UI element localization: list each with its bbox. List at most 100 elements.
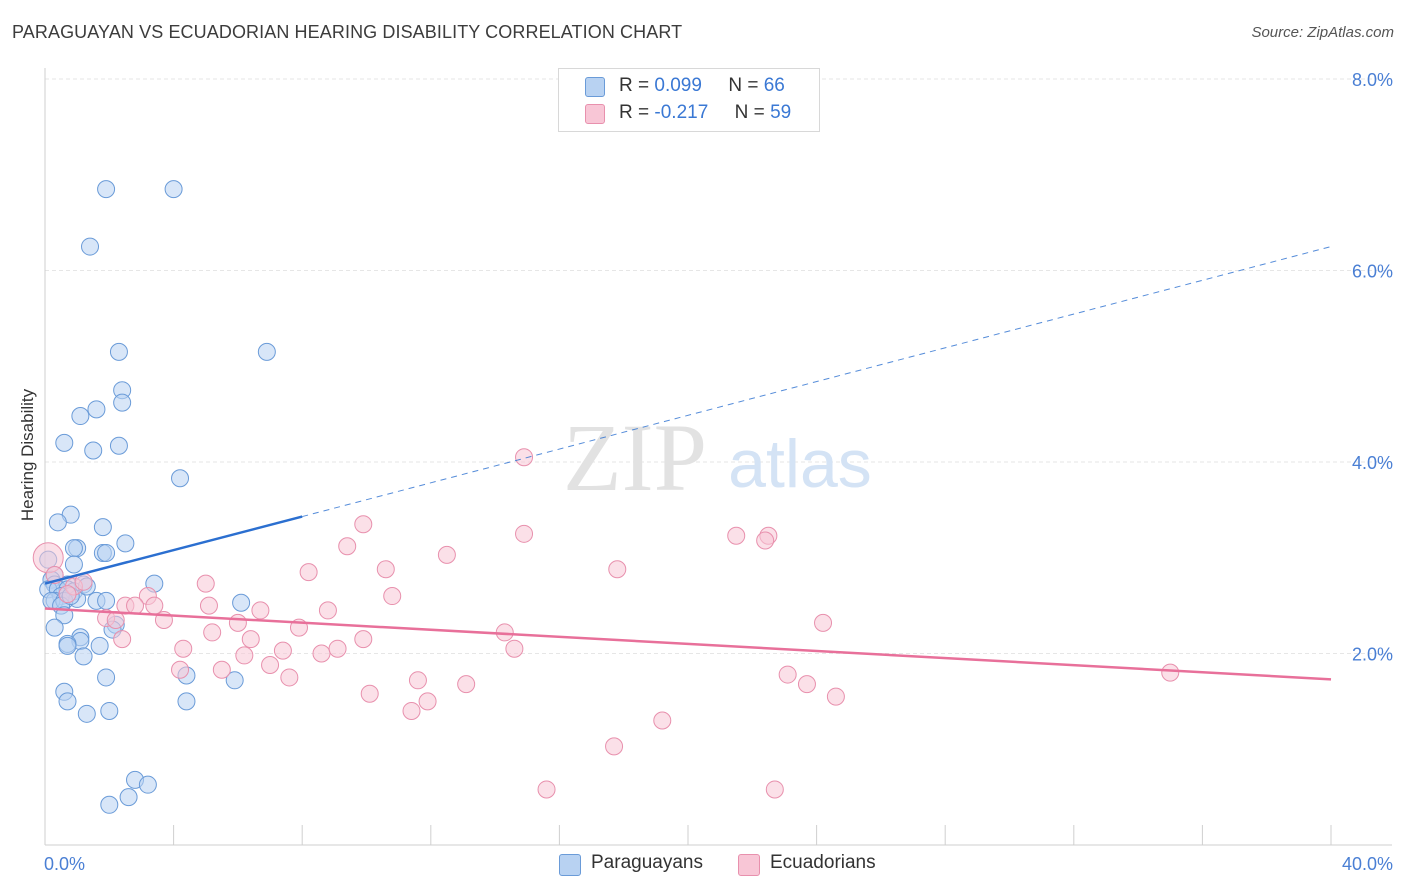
ecuadorians-point [653, 711, 672, 730]
ecuadorians-point [328, 639, 347, 658]
ecuadorians-point [171, 660, 190, 679]
paraguayans-point [113, 393, 132, 412]
paraguayans-point [97, 591, 116, 610]
paraguayans-point [164, 180, 183, 199]
paraguayans-point [77, 704, 96, 723]
paraguayans-point [71, 407, 90, 426]
ecuadorians-point [299, 563, 318, 582]
correlation-legend: R = 0.099 N = 66 R = -0.217 N = 59 [558, 68, 820, 132]
paraguayans-point [97, 668, 116, 687]
ecuadorians-point [273, 641, 292, 660]
r-label: R = [619, 102, 650, 123]
ecuadorians-point [505, 639, 524, 658]
ecuadorians-point [826, 687, 845, 706]
y-tick-labels: 2.0% 4.0% 6.0% 8.0% [1352, 70, 1393, 665]
ecuadorians-point [241, 630, 260, 649]
y-tick-label: 6.0% [1352, 262, 1393, 282]
n-label: N = [734, 102, 765, 123]
ecuadorians-point [312, 644, 331, 663]
paraguayans-point [93, 518, 112, 537]
paraguayans-point [116, 534, 135, 553]
paraguayans-points [39, 180, 276, 814]
ecuadorians-swatch [738, 854, 760, 876]
paraguayans-point [64, 539, 83, 558]
ecuadorians-point [727, 526, 746, 545]
paraguayans-point [87, 400, 106, 419]
paraguayans-point [74, 647, 93, 666]
paraguayans-point [45, 618, 64, 637]
series-legend: Paraguayans Ecuadorians [0, 852, 1406, 878]
source-label: Source: ZipAtlas.com [1251, 24, 1394, 41]
ecuadorians-point [318, 601, 337, 620]
ecuadorians-point [58, 585, 77, 604]
x-tick-label: 40.0% [1342, 854, 1393, 874]
n-value: 66 [763, 75, 785, 96]
paraguayans-point [177, 692, 196, 711]
ecuadorians-point [756, 531, 775, 550]
ecuadorians-point [814, 613, 833, 632]
ecuadorians-point [1161, 663, 1180, 682]
paraguayans-point [58, 692, 77, 711]
paraguayans-point [81, 237, 100, 256]
trend-lines [44, 246, 1332, 681]
paraguayans-swatch [585, 77, 605, 97]
ecuadorians-point [228, 613, 247, 632]
ecuadorians-point [113, 630, 132, 649]
ecuadorians-point [778, 665, 797, 684]
ecuadorians-point [515, 524, 534, 543]
legend-label: Paraguayans [591, 852, 703, 873]
paraguayans-trend-line [44, 515, 303, 585]
paraguayans-point [171, 469, 190, 488]
paraguayans-point [119, 788, 138, 807]
x-tick-labels: 0.0% 40.0% [44, 854, 1393, 874]
paraguayans-point [84, 441, 103, 460]
ecuadorians-point [196, 574, 215, 593]
paraguayans-point [55, 433, 74, 452]
ecuadorians-point [106, 610, 125, 629]
paraguayans-point [58, 636, 77, 655]
paraguayans-point [138, 775, 157, 794]
ecuadorians-point [608, 560, 627, 579]
ecuadorians-point [354, 515, 373, 534]
chart-title: PARAGUAYAN VS ECUADORIAN HEARING DISABIL… [12, 22, 683, 42]
paraguayans-point [109, 342, 128, 361]
r-value: -0.217 [654, 102, 709, 123]
paraguayans-point [232, 593, 251, 612]
ecuadorians-point [408, 671, 427, 690]
ecuadorians-point [418, 692, 437, 711]
ecuadorians-point [126, 596, 145, 615]
ecuadorians-point [383, 587, 402, 606]
ecuadorians-point [437, 545, 456, 564]
ecuadorians-point [457, 675, 476, 694]
ecuadorians-point [376, 560, 395, 579]
ecuadorians-point [199, 596, 218, 615]
watermark: ZIP atlas [563, 404, 872, 511]
paraguayans-point [97, 180, 116, 199]
ecuadorians-point [261, 655, 280, 674]
ecuadorians-point [605, 737, 624, 756]
watermark-zip: ZIP [563, 404, 707, 511]
paraguayans-point [90, 636, 109, 655]
axes [44, 68, 1392, 846]
ecuadorians-point [145, 596, 164, 615]
y-tick-label: 4.0% [1352, 453, 1393, 473]
ecuadorians-swatch [585, 104, 605, 124]
ecuadorians-point [174, 639, 193, 658]
ecuadorians-point [360, 684, 379, 703]
ecuadorians-point [280, 668, 299, 687]
paraguayans-point [257, 342, 276, 361]
ecuadorians-point [338, 537, 357, 556]
x-tick-label: 0.0% [44, 854, 85, 874]
ecuadorians-point [235, 646, 254, 665]
ecuadorians-point [797, 675, 816, 694]
paraguayans-point [97, 543, 116, 562]
paraguayans-point [100, 795, 119, 814]
ecuadorians-point [251, 601, 270, 620]
y-tick-label: 8.0% [1352, 70, 1393, 90]
y-tick-label: 2.0% [1352, 645, 1393, 665]
grid-lines [45, 78, 1392, 654]
paraguayans-point [225, 671, 244, 690]
ecuadorians-points [32, 448, 1180, 799]
paraguayans-point [48, 513, 67, 532]
